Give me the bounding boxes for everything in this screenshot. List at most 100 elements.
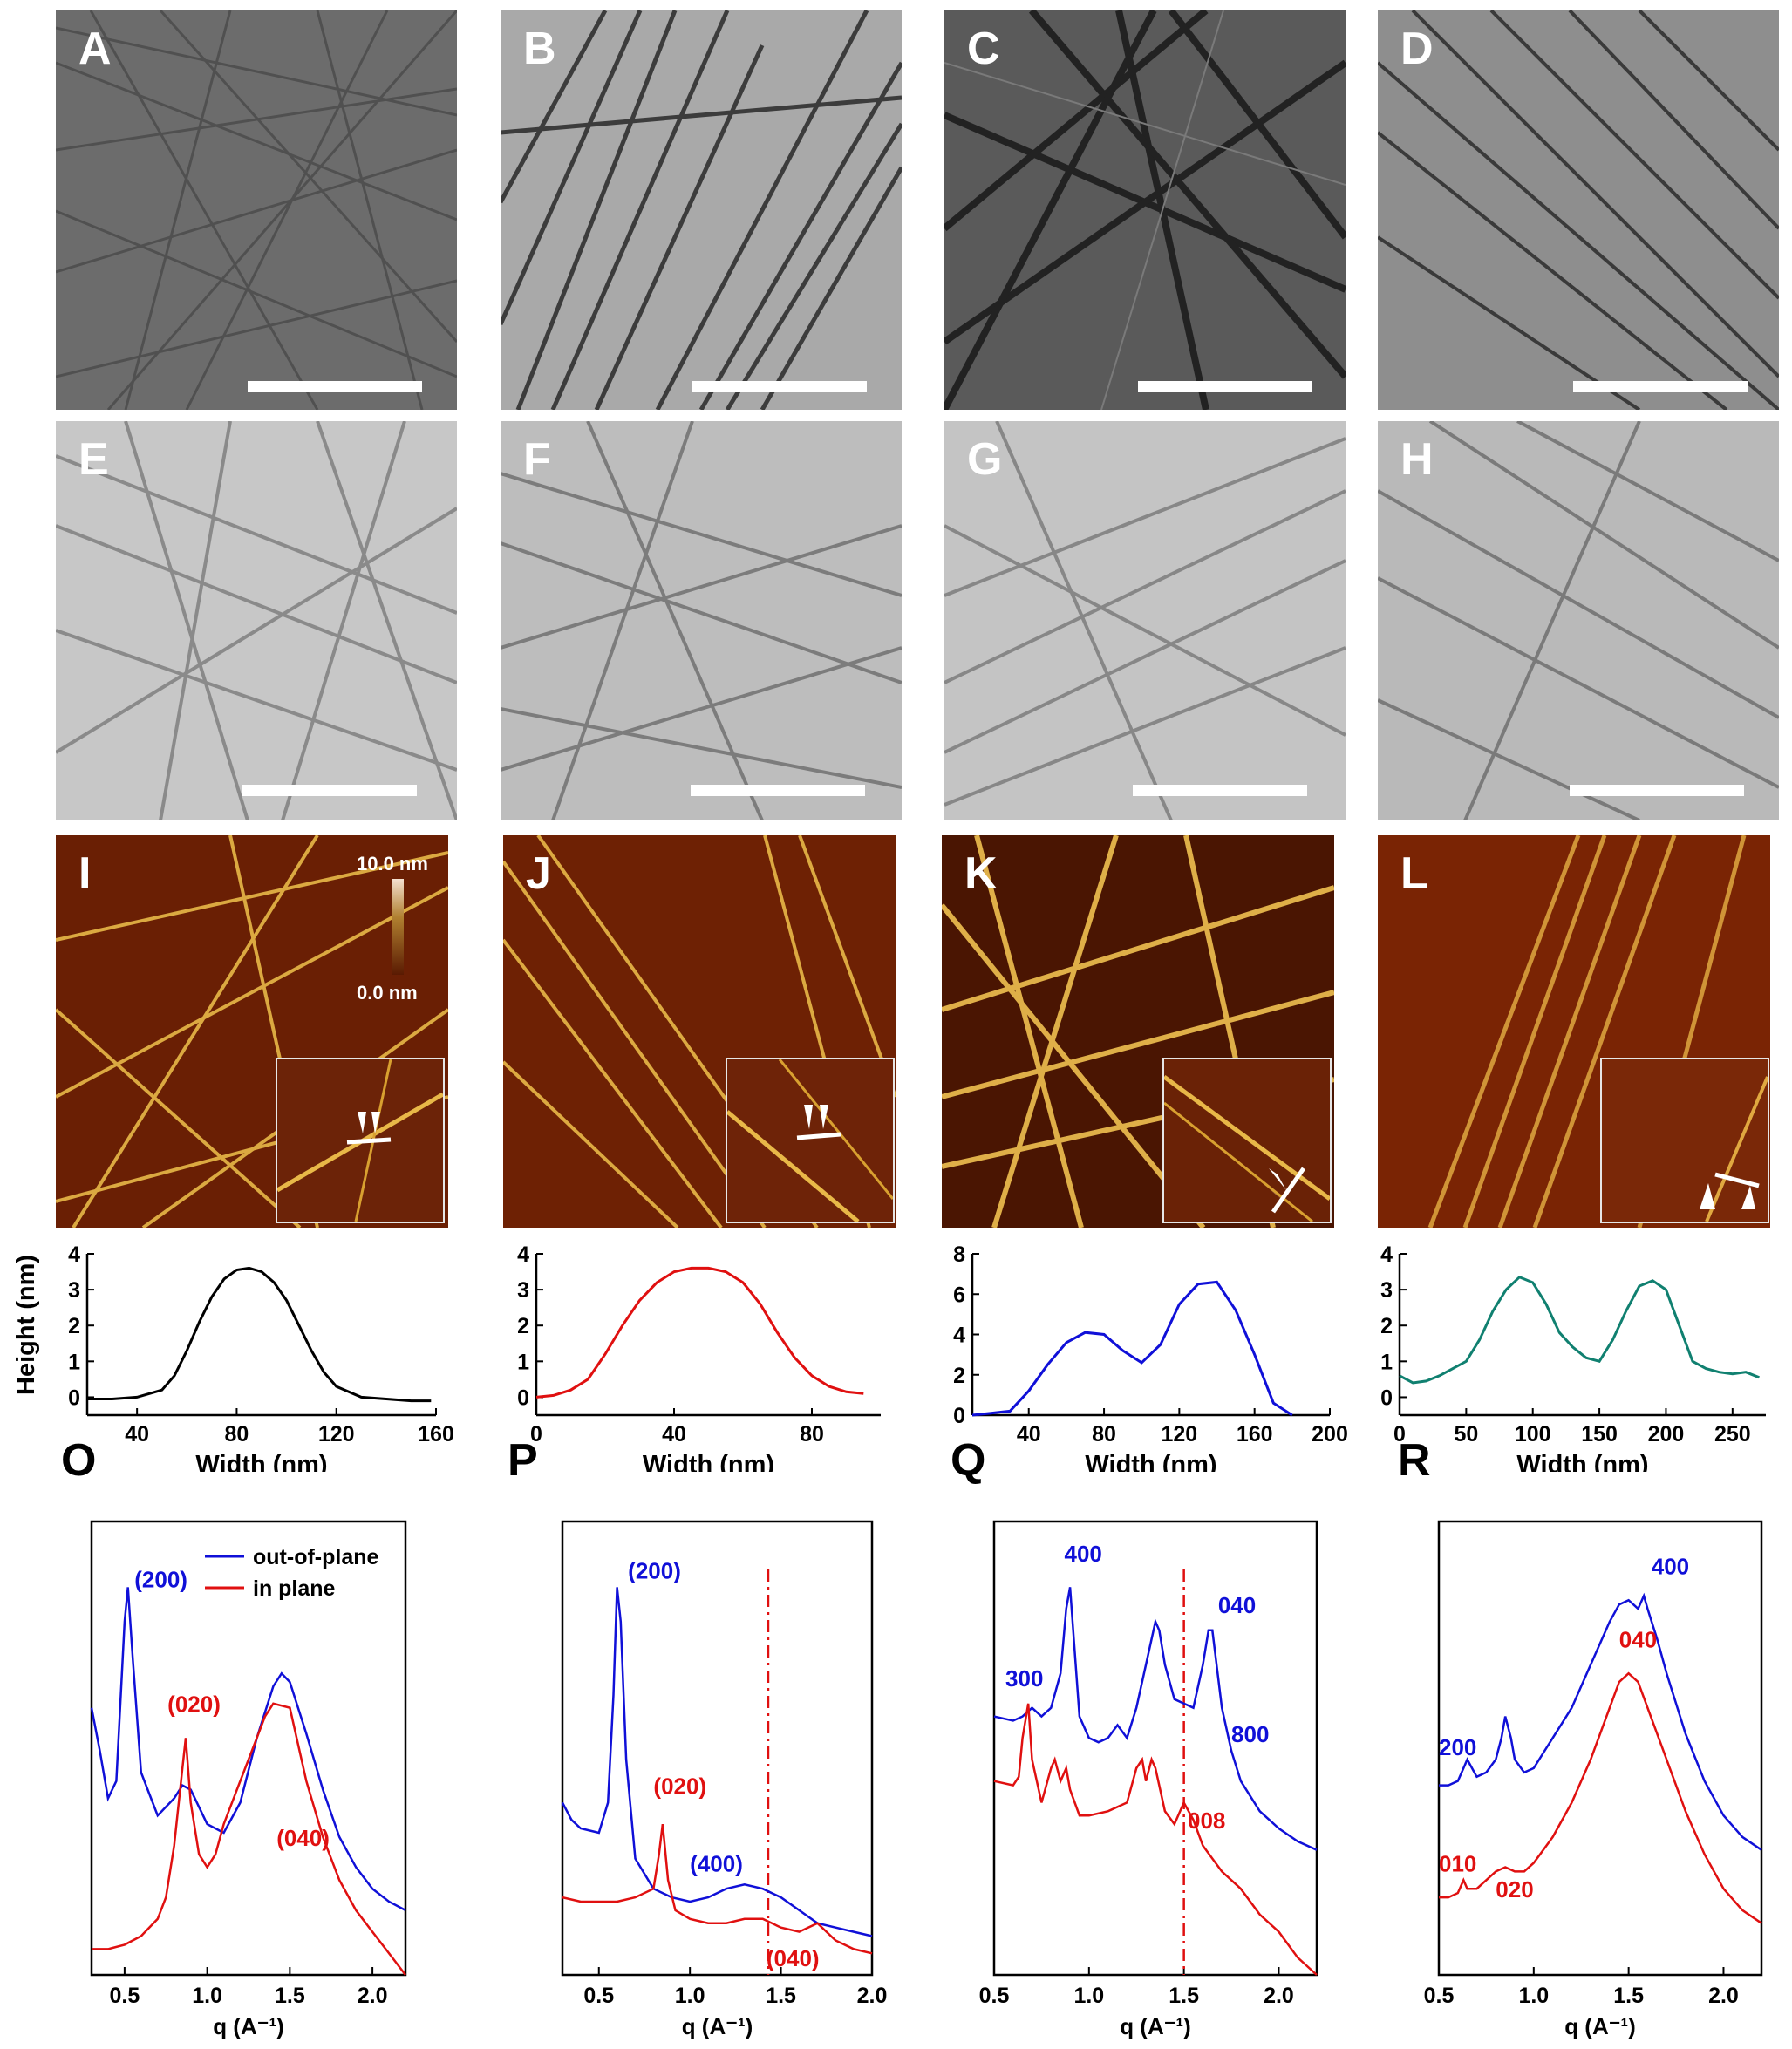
x-tick-label: 2.0 bbox=[857, 1984, 888, 2008]
x-tick-label: 80 bbox=[800, 1422, 824, 1447]
panel-label-g: G bbox=[967, 434, 1003, 485]
scale-bar bbox=[1573, 381, 1748, 392]
peak-label: 400 bbox=[1065, 1541, 1102, 1567]
x-axis-label: Width (nm) bbox=[1085, 1451, 1216, 1472]
peak-label: 010 bbox=[1439, 1850, 1476, 1876]
x-tick-label: 1.5 bbox=[1169, 1984, 1199, 2008]
legend-label: out-of-plane bbox=[253, 1545, 379, 1569]
micrograph-panel-c: C bbox=[944, 10, 1346, 410]
x-axis-label: q (A⁻¹) bbox=[1564, 2013, 1636, 2039]
height-profile-l: 0 1 2 3 4 0 50 100 150 200 250 Width (nm) bbox=[1380, 1242, 1766, 1472]
colorbar bbox=[392, 879, 404, 975]
x-tick-label: 0.5 bbox=[583, 1984, 614, 2008]
fiber-network bbox=[501, 421, 902, 820]
panel-label-c: C bbox=[967, 24, 1000, 74]
diffraction-curve bbox=[562, 1823, 873, 1955]
x-tick-label: 1.0 bbox=[192, 1984, 222, 2008]
scale-bar bbox=[691, 785, 865, 796]
peak-label: 020 bbox=[1496, 1876, 1533, 1903]
panel-label-e: E bbox=[78, 434, 109, 485]
y-tick-label: 4 bbox=[1380, 1242, 1393, 1267]
diffraction-curve bbox=[1439, 1671, 1762, 1924]
diffraction-plot-q: 0.5 1.0 1.5 2.0 q (A⁻¹) 400 300 040 800 008 bbox=[979, 1520, 1318, 2039]
profile-line bbox=[535, 1266, 864, 1399]
fiber-network bbox=[56, 10, 457, 410]
peak-label: (020) bbox=[653, 1773, 706, 1800]
scale-bar bbox=[1133, 785, 1307, 796]
x-tick-label: 0 bbox=[530, 1422, 542, 1447]
profile-line bbox=[87, 1266, 432, 1403]
y-tick-label: 3 bbox=[1380, 1278, 1393, 1303]
scale-bar bbox=[1138, 381, 1312, 392]
height-profile-i: 0 1 2 3 4 40 80 120 160 Width (nm) bbox=[68, 1242, 454, 1472]
x-tick-label: 0.5 bbox=[110, 1984, 140, 2008]
x-tick-label: 0 bbox=[1393, 1422, 1406, 1447]
y-tick-label: 3 bbox=[68, 1278, 80, 1303]
y-tick-label: 0 bbox=[68, 1385, 80, 1410]
panel-label-r: R bbox=[1398, 1435, 1431, 1486]
y-tick-label: 1 bbox=[68, 1350, 80, 1374]
diffraction-curve bbox=[993, 1703, 1318, 1976]
zoom-inset bbox=[276, 1058, 445, 1223]
diffraction-curve bbox=[993, 1587, 1318, 1851]
x-tick-label: 160 bbox=[1237, 1422, 1273, 1447]
x-tick-label: 50 bbox=[1454, 1422, 1478, 1447]
x-tick-label: 40 bbox=[662, 1422, 686, 1447]
panel-label-i: I bbox=[78, 848, 92, 899]
panel-label-p: P bbox=[508, 1435, 538, 1486]
peak-label: 800 bbox=[1231, 1721, 1269, 1747]
y-tick-label: 4 bbox=[953, 1324, 965, 1348]
x-tick-label: 80 bbox=[225, 1422, 249, 1447]
diffraction-curve bbox=[92, 1702, 406, 1976]
y-tick-label: 2 bbox=[1380, 1314, 1393, 1338]
x-axis-label: Width (nm) bbox=[1516, 1451, 1648, 1472]
diffraction-plot-r: 0.5 1.0 1.5 2.0 q (A⁻¹) 400 040 200 010 020 bbox=[1424, 1520, 1763, 2039]
diffraction-plot-p: 0.5 1.0 1.5 2.0 q (A⁻¹) (200) (020) (400) (040) bbox=[561, 1520, 888, 2039]
y-tick-label: 2 bbox=[953, 1364, 965, 1388]
diffraction-curve bbox=[561, 1587, 873, 1937]
peak-label: 040 bbox=[1619, 1627, 1657, 1653]
panel-label-a: A bbox=[78, 24, 112, 74]
peak-label: (020) bbox=[167, 1692, 221, 1718]
y-tick-label: 4 bbox=[68, 1242, 80, 1267]
zoom-inset bbox=[726, 1058, 895, 1223]
panel-label-k: K bbox=[964, 848, 998, 899]
x-axis-label: Width (nm) bbox=[643, 1451, 774, 1472]
micrograph-panel-f: F bbox=[501, 421, 902, 820]
fiber-network bbox=[944, 10, 1346, 410]
peak-label: 400 bbox=[1652, 1554, 1689, 1580]
panel-label-h: H bbox=[1400, 434, 1434, 485]
diffraction-curve bbox=[90, 1587, 406, 1912]
afm-panel-j: J bbox=[503, 835, 896, 1228]
panel-label-o: O bbox=[61, 1435, 97, 1486]
x-tick-label: 100 bbox=[1515, 1422, 1551, 1447]
x-tick-label: 200 bbox=[1312, 1422, 1348, 1447]
profile-line bbox=[1399, 1275, 1760, 1385]
afm-panel-k: K bbox=[942, 835, 1334, 1228]
micrograph-panel-a: A bbox=[56, 10, 457, 410]
x-tick-label: 1.0 bbox=[675, 1984, 705, 2008]
afm-image bbox=[503, 835, 896, 1228]
micrograph-panel-e: E bbox=[56, 421, 457, 820]
peak-label: (400) bbox=[690, 1850, 743, 1876]
y-tick-label: 0 bbox=[1380, 1385, 1393, 1410]
x-tick-label: 1.5 bbox=[1613, 1984, 1644, 2008]
x-tick-label: 2.0 bbox=[1264, 1984, 1294, 2008]
x-axis-label: q (A⁻¹) bbox=[1120, 2013, 1191, 2039]
peak-label: 300 bbox=[1005, 1665, 1043, 1692]
x-tick-label: 1.0 bbox=[1518, 1984, 1549, 2008]
micrograph-panel-d: D bbox=[1378, 10, 1779, 410]
micrograph-panel-h: H bbox=[1378, 421, 1779, 820]
peak-label: (040) bbox=[276, 1825, 330, 1851]
plot-frame bbox=[992, 1520, 1318, 1977]
x-tick-label: 150 bbox=[1581, 1422, 1618, 1447]
y-tick-label: 0 bbox=[953, 1404, 965, 1428]
x-axis-label: q (A⁻¹) bbox=[213, 2013, 284, 2039]
inset-image bbox=[277, 1059, 443, 1222]
x-tick-label: 2.0 bbox=[358, 1984, 388, 2008]
fiber-network bbox=[501, 10, 902, 410]
fiber-network bbox=[1378, 10, 1779, 410]
inset-image bbox=[1700, 1076, 1768, 1222]
zoom-inset bbox=[1162, 1058, 1332, 1223]
scale-bar bbox=[242, 785, 417, 796]
